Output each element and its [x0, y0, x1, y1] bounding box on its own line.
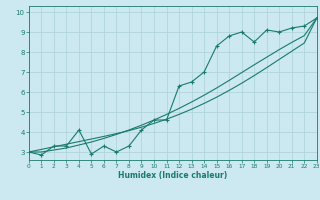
X-axis label: Humidex (Indice chaleur): Humidex (Indice chaleur) [118, 171, 228, 180]
